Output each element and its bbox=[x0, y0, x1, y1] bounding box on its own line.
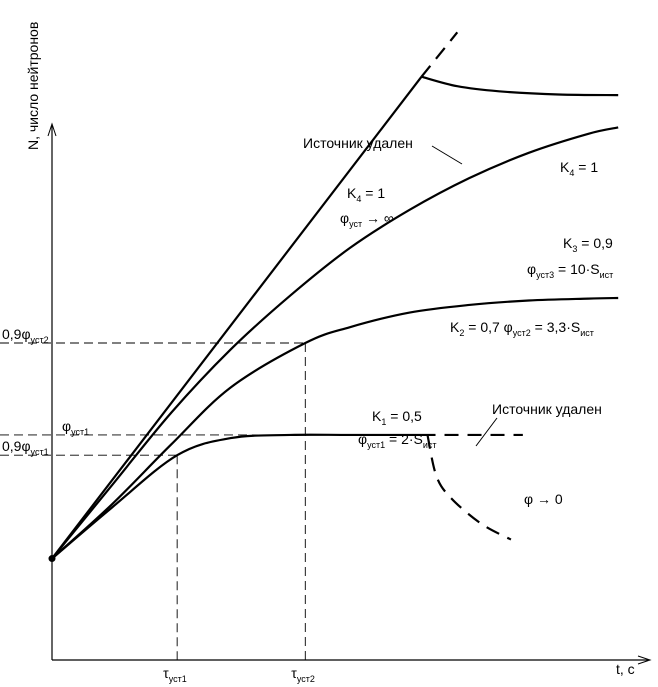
y-tick-label-2: 0,9φуст1 bbox=[2, 438, 49, 457]
series-k2 bbox=[51, 296, 619, 560]
series-k1_decay bbox=[426, 434, 512, 541]
reference-lines bbox=[0, 342, 422, 660]
series-k4 bbox=[51, 76, 423, 560]
series-group bbox=[51, 31, 619, 560]
source-removed-top-label: Источник удален bbox=[303, 135, 413, 151]
k4-right-label: K4 = 1 bbox=[560, 159, 598, 178]
source-removed-bottom-pointer bbox=[475, 417, 498, 447]
tick-labels: 0,9φуст2 φуст1 0,9φуст1 τуст1 τуст2 bbox=[2, 326, 315, 684]
x-tick-label-0: τуст1 bbox=[163, 665, 187, 684]
source-removed-top-pointer bbox=[431, 145, 463, 165]
x-axis-arrow bbox=[637, 655, 652, 665]
series-k1 bbox=[51, 433, 422, 560]
series-k4_after bbox=[421, 75, 619, 97]
k2-label: K2 = 0,7 φуст2 = 3,3·Sист bbox=[450, 319, 594, 338]
x-axis-title: t, с bbox=[616, 661, 635, 677]
k1-label: K1 = 0,5 bbox=[372, 408, 422, 427]
source-removed-bottom-label: Источник удален bbox=[492, 401, 602, 417]
phi1-label: φуст1 = 2·Sист bbox=[358, 431, 437, 450]
phi3-label: φуст3 = 10·Sист bbox=[527, 261, 613, 280]
x-tick-label-1: τуст2 bbox=[291, 665, 315, 684]
phi-infinity-label: φуст → ∞ bbox=[340, 210, 394, 229]
origin-point bbox=[48, 555, 56, 563]
y-axis-title: N, число нейтронов bbox=[25, 22, 41, 150]
series-k3 bbox=[51, 126, 619, 560]
phi-zero-label: φ → 0 bbox=[524, 491, 563, 507]
y-tick-label-1: φуст1 bbox=[62, 418, 89, 437]
y-tick-label-0: 0,9φуст2 bbox=[2, 326, 49, 345]
k4-center-label: K4 = 1 bbox=[347, 185, 385, 204]
series-k4_removed bbox=[420, 31, 459, 78]
k3-label: K3 = 0,9 bbox=[563, 235, 613, 254]
y-axis-arrow bbox=[47, 122, 57, 137]
